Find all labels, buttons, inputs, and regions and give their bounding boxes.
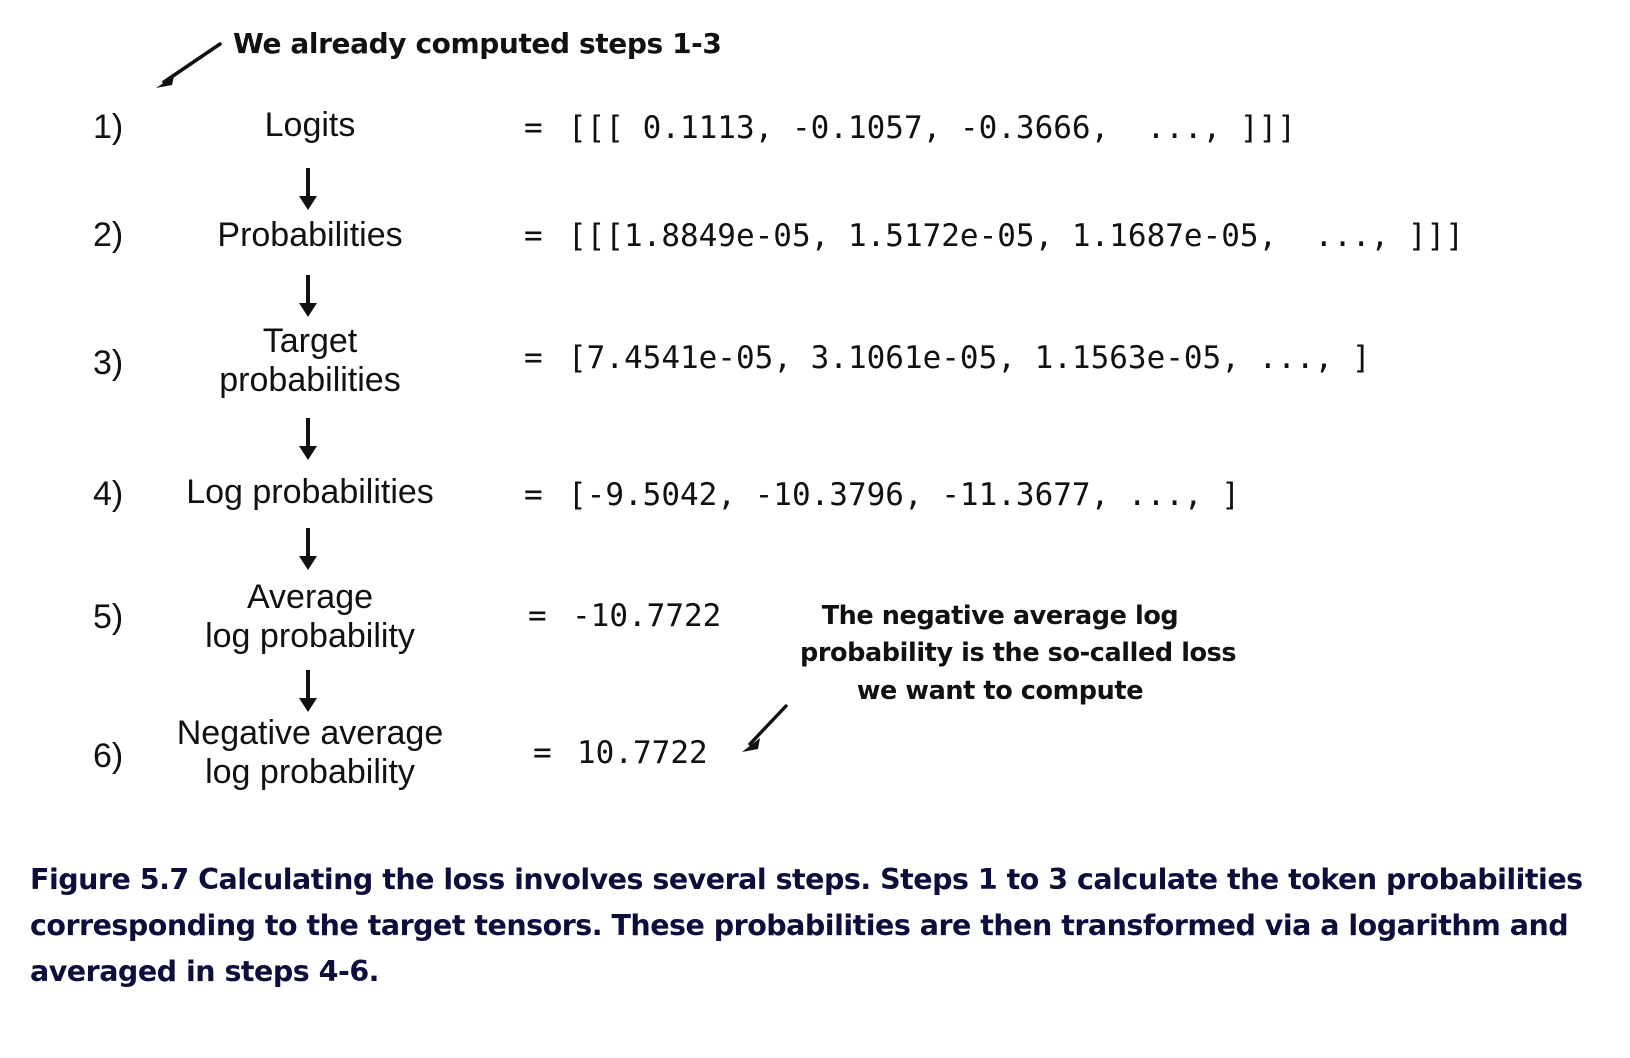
down-arrow-icon-5-6 <box>299 670 317 712</box>
down-arrow-icon-4-5 <box>299 528 317 570</box>
step-value-5: -10.7722 <box>572 598 722 634</box>
step-label-2: Probabilities <box>217 216 403 254</box>
step-equals-2: = <box>524 218 543 254</box>
step-equals-6: = <box>533 735 552 771</box>
step-number-2: 2) <box>93 216 124 254</box>
step-value-4: [-9.5042, -10.3796, -11.3677, ..., ] <box>568 477 1240 513</box>
pointer-arrow-down-left-icon <box>156 42 222 88</box>
step-number-3: 3) <box>93 344 124 382</box>
step-value-1: [[[ 0.1113, -0.1057, -0.3666, ..., ]]] <box>568 110 1296 146</box>
step-number-5: 5) <box>93 598 124 636</box>
step-label-5-line2: log probability <box>205 617 415 656</box>
step-value-2: [[[1.8849e-05, 1.5172e-05, 1.1687e-05, .… <box>568 218 1464 254</box>
annotation-right-note: The negative average log probability is … <box>800 598 1237 710</box>
step-label-6-line1: Negative average <box>176 714 444 752</box>
step-label-3-line2: probabilities <box>219 361 401 400</box>
pointer-arrow-down-left-icon-2 <box>742 704 788 752</box>
step-equals-5: = <box>528 598 547 634</box>
step-label-1: Logits <box>264 106 356 144</box>
annotation-top-note: We already computed steps 1-3 <box>233 27 722 60</box>
step-number-6: 6) <box>93 737 124 775</box>
step-label-6: Negative average log probability <box>150 714 470 793</box>
step-equals-4: = <box>524 477 543 513</box>
annotation-right-line-3: we want to compute <box>856 675 1144 706</box>
step-label-6-line2: log probability <box>205 753 415 792</box>
step-value-3: [7.4541e-05, 3.1061e-05, 1.1563e-05, ...… <box>568 340 1371 376</box>
annotation-right-line-1: The negative average log <box>821 601 1179 631</box>
step-label-3: Target probabilities <box>150 322 470 401</box>
figure-caption: Figure 5.7 Calculating the loss involves… <box>30 863 1583 989</box>
step-number-4: 4) <box>93 475 124 513</box>
annotation-right-line-2: probability is the so-called loss <box>800 638 1237 669</box>
down-arrow-icon-1-2 <box>299 168 317 210</box>
step-label-3-line1: Target <box>262 322 358 360</box>
step-equals-3: = <box>524 340 543 376</box>
step-value-6: 10.7722 <box>577 735 708 771</box>
step-number-1: 1) <box>93 108 124 146</box>
step-label-5: Average log probability <box>150 578 470 657</box>
down-arrow-icon-2-3 <box>299 275 317 317</box>
step-label-4: Log probabilities <box>186 473 434 511</box>
down-arrow-icon-3-4 <box>299 418 317 460</box>
step-label-5-line1: Average <box>246 578 374 616</box>
step-equals-1: = <box>524 110 543 146</box>
